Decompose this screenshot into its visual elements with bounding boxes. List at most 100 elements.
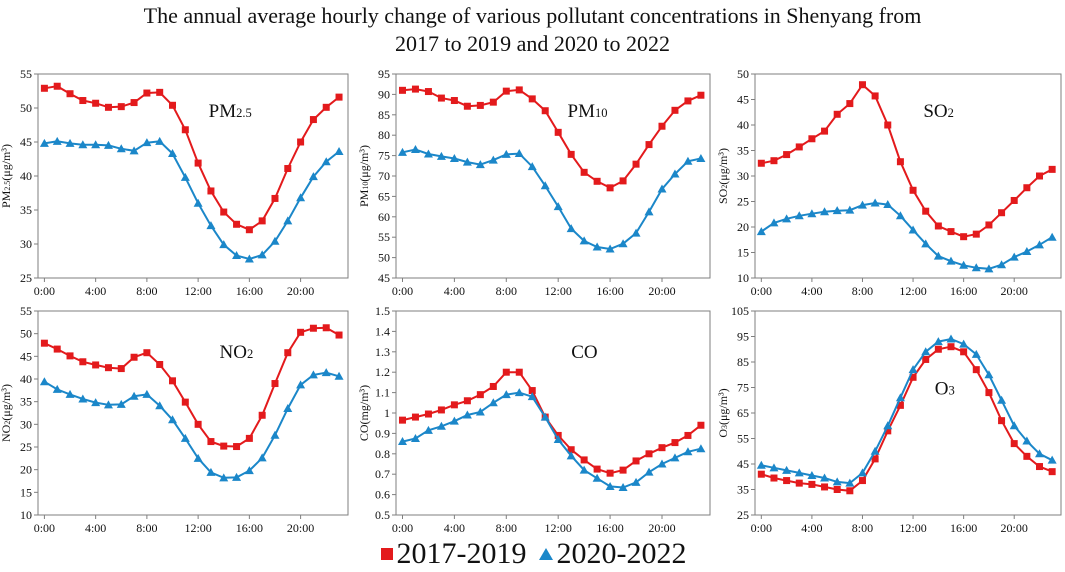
- data-point-square: [1048, 468, 1056, 476]
- data-point-triangle: [462, 157, 472, 166]
- data-point-triangle: [334, 371, 344, 380]
- data-point-triangle: [820, 207, 830, 216]
- data-point-triangle: [579, 236, 589, 245]
- data-point-triangle: [514, 149, 524, 158]
- data-point-square: [476, 101, 484, 109]
- data-point-square: [398, 86, 406, 94]
- data-point-square: [972, 366, 980, 374]
- data-point-square: [1023, 184, 1031, 192]
- y-tick-label: 0.8: [375, 447, 390, 461]
- data-point-triangle: [631, 228, 641, 237]
- data-point-square: [284, 165, 292, 173]
- x-tick-label: 20:00: [648, 521, 675, 535]
- data-point-triangle: [1047, 232, 1057, 241]
- data-point-triangle: [971, 349, 981, 358]
- data-point-square: [79, 358, 87, 366]
- data-point-triangle: [933, 337, 943, 346]
- data-point-square: [658, 444, 666, 452]
- series-line-2020-2022: [44, 140, 340, 261]
- data-point-square: [258, 217, 266, 225]
- data-point-square: [92, 361, 100, 369]
- data-point-triangle: [488, 398, 498, 407]
- y-tick-label: 95: [378, 67, 390, 81]
- data-point-square: [528, 387, 536, 395]
- data-point-square: [424, 410, 432, 418]
- data-point-triangle: [501, 390, 511, 399]
- data-point-triangle: [769, 463, 779, 472]
- data-point-square: [1036, 172, 1044, 180]
- data-point-square: [220, 208, 228, 216]
- chart-panel-1: 25 30 35 40 45 50 55 0:00 4:00 8:00 12:00 16:00 20:0…: [0, 67, 349, 298]
- y-tick-label: 50: [20, 101, 32, 115]
- data-point-square: [284, 349, 292, 357]
- x-tick-label: 20:00: [287, 284, 314, 298]
- x-tick-label: 4:00: [85, 521, 106, 535]
- y-tick-label: 85: [737, 355, 749, 369]
- legend-square-marker: [380, 548, 393, 560]
- data-point-triangle: [683, 447, 693, 456]
- y-tick-label: 0.9: [375, 426, 390, 440]
- chart-panel-2: 45 50 55 60 65 70 75 80 85 90 95 0:00 4:00 8:00 12:00 1…: [357, 67, 711, 298]
- data-point-square: [309, 116, 317, 124]
- data-point-square: [619, 177, 627, 185]
- data-point-square: [909, 373, 917, 381]
- y-tick-label: 95: [737, 330, 749, 344]
- data-point-square: [909, 186, 917, 194]
- y-tick-label: 30: [20, 237, 32, 251]
- x-tick-label: 12:00: [545, 521, 572, 535]
- data-point-triangle: [644, 207, 654, 216]
- data-point-square: [821, 127, 829, 135]
- data-point-triangle: [631, 477, 641, 486]
- y-tick-label: 1.3: [375, 345, 390, 359]
- data-point-square: [156, 360, 164, 368]
- data-point-square: [181, 398, 189, 406]
- y-tick-label: 45: [20, 349, 32, 363]
- data-point-square: [194, 159, 202, 167]
- y-tick-label: 1.2: [375, 365, 390, 379]
- y-tick-label: 45: [20, 135, 32, 149]
- data-point-triangle: [129, 391, 139, 400]
- data-point-square: [245, 434, 253, 442]
- data-point-square: [53, 345, 61, 353]
- data-point-square: [476, 391, 484, 399]
- data-point-square: [437, 406, 445, 414]
- x-tick-label: 20:00: [1001, 521, 1028, 535]
- data-point-square: [632, 457, 640, 465]
- data-point-triangle: [283, 216, 293, 225]
- x-tick-label: 0:00: [34, 284, 55, 298]
- plot-frame: [395, 73, 711, 279]
- panel-title: NO2: [220, 342, 254, 363]
- data-point-square: [922, 207, 930, 215]
- y-tick-label: 75: [378, 149, 390, 163]
- data-point-square: [450, 97, 458, 105]
- y-tick-label: 20: [20, 463, 32, 477]
- data-point-triangle: [296, 380, 306, 389]
- data-point-square: [322, 324, 330, 332]
- data-point-square: [972, 230, 980, 238]
- legend-item-2020-2022: 2020-2022: [537, 537, 687, 571]
- data-point-triangle: [52, 136, 62, 145]
- y-tick-label: 65: [737, 406, 749, 420]
- data-point-triangle: [782, 465, 792, 474]
- figure-title-line-1: The annual average hourly change of vari…: [143, 3, 922, 28]
- data-point-triangle: [845, 205, 855, 214]
- data-point-triangle: [257, 250, 267, 259]
- figure-title: The annual average hourly change of vari…: [0, 2, 1065, 58]
- x-tick-label: 16:00: [236, 521, 263, 535]
- data-point-square: [645, 450, 653, 458]
- data-point-triangle: [618, 482, 628, 491]
- data-point-triangle: [618, 239, 628, 248]
- data-point-square: [463, 102, 471, 110]
- data-point-triangle: [244, 254, 254, 263]
- data-point-square: [884, 427, 892, 435]
- data-point-square: [998, 417, 1006, 425]
- x-tick-label: 8:00: [136, 521, 157, 535]
- panel-title: O3: [935, 379, 955, 400]
- data-point-square: [567, 446, 575, 454]
- x-tick-label: 16:00: [950, 521, 977, 535]
- data-point-triangle: [129, 146, 139, 155]
- data-point-triangle: [553, 435, 563, 444]
- plot-frame: [754, 73, 1062, 279]
- panel-title: CO: [571, 342, 597, 363]
- data-point-square: [117, 365, 125, 373]
